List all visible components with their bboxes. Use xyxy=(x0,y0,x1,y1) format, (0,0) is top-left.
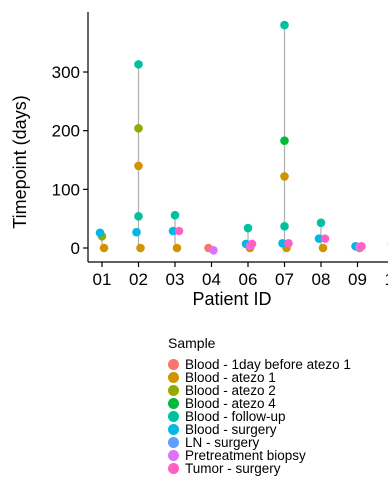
data-point xyxy=(132,227,141,237)
data-point xyxy=(278,239,287,248)
x-axis-title: Patient ID xyxy=(192,289,271,309)
data-point xyxy=(99,243,109,253)
data-point xyxy=(209,246,218,255)
data-point xyxy=(168,226,178,236)
data-point xyxy=(95,228,105,238)
legend-label: Blood - atezo 2 xyxy=(185,383,276,398)
data-point xyxy=(316,218,326,228)
legend-swatch xyxy=(168,359,179,370)
x-tick-label: 08 xyxy=(312,270,331,289)
patient-range-lines xyxy=(101,25,359,251)
x-tick-label: 07 xyxy=(275,270,294,289)
data-point xyxy=(134,124,143,133)
legend-label: Tumor - surgery xyxy=(185,461,281,476)
legend-label: Blood - 1day before atezo 1 xyxy=(185,357,351,372)
legend-label: Blood - surgery xyxy=(185,422,277,437)
data-point xyxy=(318,243,328,253)
x-axis-ticks: 01020304060708091011 xyxy=(93,262,388,289)
legend-label: Blood - atezo 1 xyxy=(185,370,276,385)
legend-swatch xyxy=(168,437,179,448)
data-points xyxy=(95,20,388,255)
x-tick-label: 10 xyxy=(385,270,388,289)
legend-swatch xyxy=(168,463,179,474)
data-point xyxy=(134,60,143,69)
legend-item: Blood - 1day before atezo 1 xyxy=(168,358,351,371)
legend-item: Tumor - surgery xyxy=(168,462,351,475)
data-point xyxy=(357,241,366,251)
x-tick-label: 01 xyxy=(93,270,112,289)
data-point xyxy=(320,234,330,243)
data-point xyxy=(170,210,180,220)
data-point xyxy=(284,239,293,248)
legend-swatch xyxy=(168,398,179,409)
y-tick-label: 300 xyxy=(52,63,80,82)
y-axis-ticks: 0 100 200 300 xyxy=(52,63,88,258)
data-point xyxy=(134,212,143,221)
data-point xyxy=(280,221,289,231)
y-tick-label: 100 xyxy=(52,180,80,199)
y-tick-label: 0 xyxy=(71,239,80,258)
legend-swatch xyxy=(168,372,179,383)
legend-item: Blood - follow-up xyxy=(168,410,351,423)
legend-items: Blood - 1day before atezo 1 Blood - atezo… xyxy=(168,358,351,475)
legend-label: Pretreatment biopsy xyxy=(185,448,306,463)
x-tick-label: 06 xyxy=(239,270,258,289)
data-point xyxy=(314,234,324,243)
legend-title: Sample xyxy=(168,335,216,351)
data-point xyxy=(280,136,289,145)
data-point xyxy=(280,172,289,181)
legend: Sample Blood - 1day before atezo 1 Blood … xyxy=(168,335,351,475)
legend-label: LN - surgery xyxy=(185,435,260,450)
legend-item: Blood - atezo 4 xyxy=(168,397,351,410)
legend-label: Blood - follow-up xyxy=(185,409,286,424)
data-point xyxy=(174,226,184,236)
legend-swatch xyxy=(168,450,179,461)
legend-item: Blood - surgery xyxy=(168,423,351,436)
x-tick-label: 09 xyxy=(348,270,367,289)
legend-item: LN - surgery xyxy=(168,436,351,449)
legend-swatch xyxy=(168,385,179,396)
legend-swatch xyxy=(168,424,179,435)
legend-swatch xyxy=(168,411,179,422)
x-tick-label: 04 xyxy=(202,270,221,289)
legend-item: Blood - atezo 2 xyxy=(168,384,351,397)
data-point xyxy=(136,243,145,253)
data-point xyxy=(247,239,257,249)
y-tick-label: 200 xyxy=(52,122,80,141)
data-point xyxy=(172,243,182,253)
x-tick-label: 02 xyxy=(129,270,148,289)
y-axis-title: Timepoint (days) xyxy=(10,95,30,228)
data-point xyxy=(134,161,143,171)
legend-item: Pretreatment biopsy xyxy=(168,449,351,462)
data-point xyxy=(280,20,289,30)
legend-label: Blood - atezo 4 xyxy=(185,396,276,411)
x-tick-label: 03 xyxy=(166,270,185,289)
legend-item: Blood - atezo 1 xyxy=(168,371,351,384)
data-point xyxy=(243,223,253,233)
